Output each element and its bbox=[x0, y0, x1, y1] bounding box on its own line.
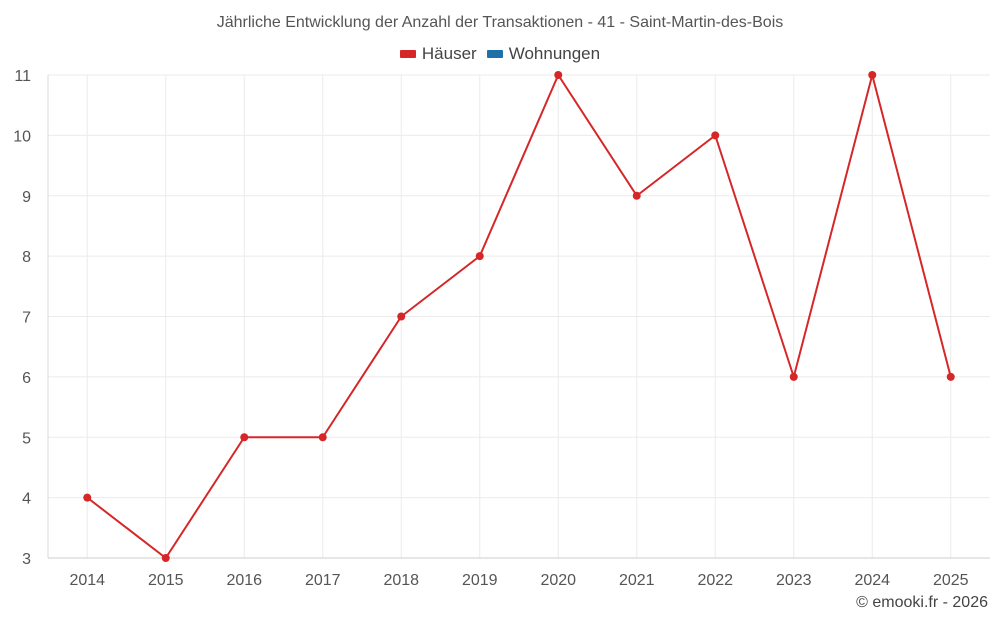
legend-item-haeuser[interactable]: Häuser bbox=[399, 44, 477, 64]
legend-label-haeuser: Häuser bbox=[421, 44, 477, 63]
legend-swatch-haeuser bbox=[399, 50, 416, 58]
x-tick-label: 2021 bbox=[619, 572, 655, 589]
legend-item-wohnungen[interactable]: Wohnungen bbox=[486, 44, 601, 64]
x-tick-label: 2014 bbox=[69, 572, 105, 589]
y-tick-label: 4 bbox=[22, 491, 31, 508]
data-point bbox=[240, 433, 249, 442]
data-point bbox=[711, 131, 720, 140]
x-tick-label: 2020 bbox=[540, 572, 576, 589]
x-tick-label: 2023 bbox=[776, 572, 812, 589]
y-tick-label: 10 bbox=[13, 128, 31, 145]
x-tick-label: 2017 bbox=[305, 572, 341, 589]
x-tick-label: 2016 bbox=[226, 572, 262, 589]
legend: Häuser Wohnungen bbox=[0, 44, 1000, 64]
x-tick-label: 2024 bbox=[854, 572, 890, 589]
y-tick-label: 3 bbox=[22, 551, 31, 568]
y-tick-label: 7 bbox=[22, 310, 31, 327]
series-line bbox=[86, 74, 952, 559]
x-tick-label: 2025 bbox=[933, 572, 969, 589]
data-point bbox=[475, 252, 484, 261]
y-tick-label: 5 bbox=[22, 430, 31, 447]
x-tick-label: 2015 bbox=[148, 572, 184, 589]
x-tick-label: 2019 bbox=[462, 572, 498, 589]
x-tick-label: 2022 bbox=[697, 572, 733, 589]
legend-swatch-wohnungen bbox=[486, 50, 503, 58]
chart-title: Jährliche Entwicklung der Anzahl der Tra… bbox=[216, 14, 784, 31]
data-point bbox=[318, 433, 327, 442]
y-tick-label: 9 bbox=[22, 189, 31, 206]
credit-text: © emooki.fr - 2026 bbox=[856, 594, 988, 611]
data-point bbox=[632, 191, 641, 200]
data-point bbox=[161, 554, 170, 562]
data-point bbox=[868, 71, 877, 79]
y-tick-label: 8 bbox=[22, 249, 31, 266]
y-tick-label: 6 bbox=[22, 370, 31, 387]
y-tick-label: 11 bbox=[14, 68, 31, 85]
legend-label-wohnungen: Wohnungen bbox=[508, 44, 601, 63]
data-point bbox=[397, 312, 406, 321]
data-point bbox=[83, 493, 92, 502]
data-point bbox=[789, 372, 798, 381]
x-tick-label: 2018 bbox=[383, 572, 419, 589]
data-point bbox=[946, 372, 955, 381]
data-point bbox=[554, 71, 563, 79]
